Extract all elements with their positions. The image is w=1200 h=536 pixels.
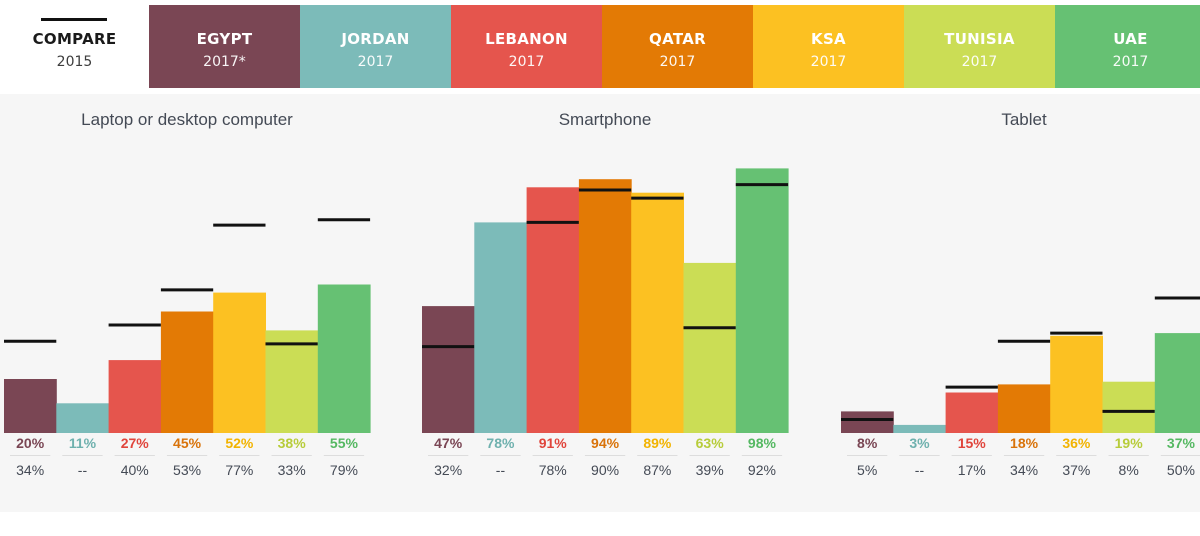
smartphone-label-2017-ksa: 89%	[643, 435, 672, 451]
smartphone-label-2015-ksa: 87%	[643, 462, 671, 478]
laptop-or-desktop-computer-bar-ksa	[213, 292, 266, 433]
tab-qatar[interactable]: QATAR 2017	[602, 5, 753, 88]
tab-lebanon-name: LEBANON	[485, 29, 568, 48]
smartphone-bar-ksa	[631, 192, 684, 433]
smartphone-bar-uae	[735, 168, 789, 433]
smartphone-label-2017-jordan: 78%	[486, 435, 515, 451]
laptop-or-desktop-computer-bar-uae	[317, 284, 371, 433]
compare-marker-icon	[41, 18, 107, 21]
tablet-bar-ksa	[1050, 335, 1103, 433]
tab-ksa[interactable]: KSA 2017	[753, 5, 904, 88]
tablet-label-2015-ksa: 37%	[1062, 462, 1090, 478]
tab-lebanon-year: 2017	[508, 53, 545, 70]
tab-egypt[interactable]: EGYPT 2017*	[149, 5, 300, 88]
tablet-label-2017-uae: 37%	[1167, 435, 1196, 451]
smartphone-label-2015-lebanon: 78%	[539, 462, 567, 478]
tab-uae-name: UAE	[1113, 29, 1148, 48]
smartphone-bar-tunisia	[683, 262, 737, 433]
tablet-label-2015-lebanon: 17%	[958, 462, 986, 478]
laptop-or-desktop-computer-label-2015-qatar: 53%	[173, 462, 201, 478]
tab-tunisia-year: 2017	[961, 53, 998, 70]
tab-ksa-year: 2017	[810, 53, 847, 70]
tab-egypt-name: EGYPT	[196, 29, 253, 48]
laptop-or-desktop-computer-label-2017-tunisia: 38%	[278, 435, 307, 451]
tablet-label-2015-tunisia: 8%	[1119, 462, 1139, 478]
laptop-or-desktop-computer-bar-egypt	[4, 379, 57, 433]
tab-lebanon[interactable]: LEBANON 2017	[451, 5, 602, 88]
smartphone-bar-jordan	[474, 222, 528, 433]
tablet-title: Tablet	[1001, 110, 1047, 129]
laptop-or-desktop-computer-bar-qatar	[160, 311, 214, 433]
tablet-label-2017-jordan: 3%	[909, 435, 930, 451]
tab-ksa-name: KSA	[811, 29, 846, 48]
tab-qatar-name: QATAR	[649, 29, 706, 48]
tab-jordan[interactable]: JORDAN 2017	[300, 5, 451, 88]
laptop-or-desktop-computer-label-2015-lebanon: 40%	[121, 462, 149, 478]
country-selector: COMPARE 2015 EGYPT 2017* JORDAN 2017 LEB…	[0, 0, 1200, 88]
tab-uae[interactable]: UAE 2017	[1055, 5, 1200, 88]
tab-tunisia-name: TUNISIA	[944, 29, 1015, 48]
laptop-or-desktop-computer-label-2015-ksa: 77%	[225, 462, 253, 478]
laptop-or-desktop-computer-label-2015-jordan: --	[78, 462, 88, 478]
laptop-or-desktop-computer-title: Laptop or desktop computer	[81, 110, 293, 129]
smartphone-label-2015-qatar: 90%	[591, 462, 619, 478]
smartphone-label-2015-uae: 92%	[748, 462, 776, 478]
smartphone-title: Smartphone	[559, 110, 652, 129]
tab-jordan-name: JORDAN	[341, 29, 410, 48]
laptop-or-desktop-computer-label-2017-uae: 55%	[330, 435, 359, 451]
laptop-or-desktop-computer-label-2017-lebanon: 27%	[121, 435, 150, 451]
tablet-label-2017-egypt: 8%	[857, 435, 878, 451]
laptop-or-desktop-computer-label-2017-qatar: 45%	[173, 435, 202, 451]
tablet-label-2015-jordan: --	[915, 462, 925, 478]
smartphone-label-2015-egypt: 32%	[434, 462, 462, 478]
smartphone-label-2017-lebanon: 91%	[539, 435, 568, 451]
smartphone-label-2015-tunisia: 39%	[696, 462, 724, 478]
tablet-label-2015-egypt: 5%	[857, 462, 877, 478]
laptop-or-desktop-computer-bar-tunisia	[265, 330, 319, 433]
smartphone-label-2017-uae: 98%	[748, 435, 777, 451]
tab-uae-year: 2017	[1112, 53, 1149, 70]
laptop-or-desktop-computer-label-2015-uae: 79%	[330, 462, 358, 478]
laptop-or-desktop-computer-label-2017-jordan: 11%	[69, 435, 97, 451]
smartphone-bar-lebanon	[526, 187, 580, 433]
tab-compare-name: COMPARE	[32, 29, 117, 48]
smartphone-bar-egypt	[422, 306, 475, 433]
tablet-label-2015-uae: 50%	[1167, 462, 1195, 478]
tablet-label-2015-qatar: 34%	[1010, 462, 1038, 478]
tablet-bar-egypt	[841, 411, 894, 433]
tablet-bar-tunisia	[1102, 381, 1156, 433]
tablet-label-2017-qatar: 18%	[1010, 435, 1039, 451]
smartphone-label-2017-qatar: 94%	[591, 435, 620, 451]
tablet-label-2017-ksa: 36%	[1062, 435, 1091, 451]
tab-qatar-year: 2017	[659, 53, 696, 70]
tab-compare-year: 2015	[56, 53, 93, 70]
smartphone-label-2017-tunisia: 63%	[696, 435, 725, 451]
laptop-or-desktop-computer-label-2017-egypt: 20%	[16, 435, 45, 451]
tablet-bar-jordan	[893, 424, 947, 433]
tab-compare[interactable]: COMPARE 2015	[0, 5, 149, 88]
tab-egypt-year: 2017*	[203, 53, 246, 70]
laptop-or-desktop-computer-label-2017-ksa: 52%	[225, 435, 254, 451]
smartphone-label-2015-jordan: --	[496, 462, 506, 478]
tablet-bar-qatar	[997, 384, 1051, 433]
laptop-or-desktop-computer-bar-jordan	[56, 403, 110, 433]
laptop-or-desktop-computer-bar-lebanon	[108, 360, 162, 433]
tablet-label-2017-lebanon: 15%	[958, 435, 987, 451]
laptop-or-desktop-computer-label-2015-egypt: 34%	[16, 462, 44, 478]
tablet-label-2017-tunisia: 19%	[1115, 435, 1144, 451]
tablet-bar-uae	[1154, 333, 1200, 433]
tablet-bar-lebanon	[945, 392, 999, 433]
tab-jordan-year: 2017	[357, 53, 394, 70]
laptop-or-desktop-computer-label-2015-tunisia: 33%	[278, 462, 306, 478]
tab-tunisia[interactable]: TUNISIA 2017	[904, 5, 1055, 88]
smartphone-label-2017-egypt: 47%	[434, 435, 463, 451]
smartphone-bar-qatar	[578, 179, 632, 433]
